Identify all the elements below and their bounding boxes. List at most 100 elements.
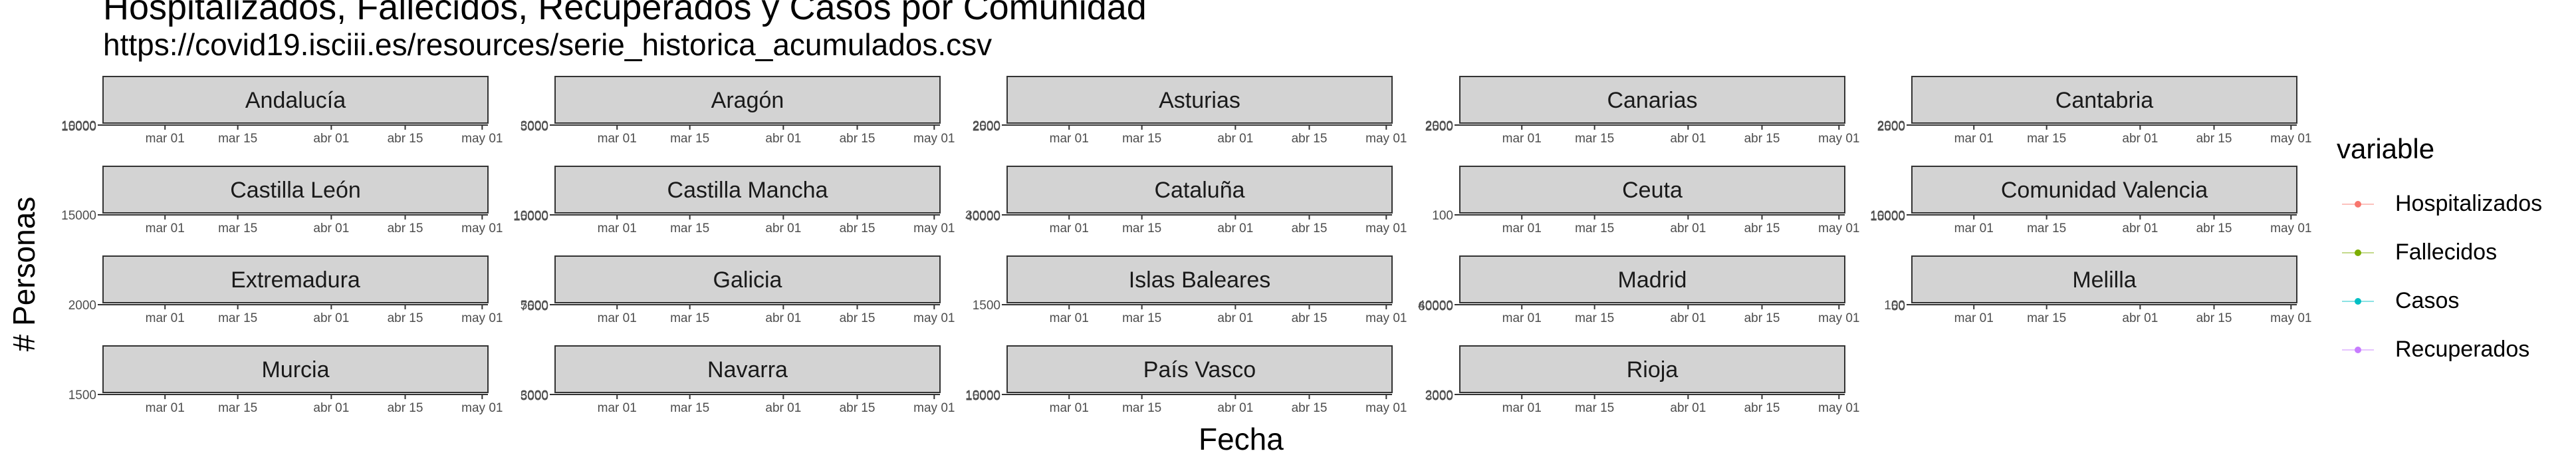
chart-title: Hospitalizados, Fallecidos, Recuperados … [103,0,1147,27]
y-tick-label: 2000 [1877,119,1905,133]
y-tick-label: 100 [1432,209,1453,223]
y-tick-label: 40000 [965,210,1000,224]
y-tick-label: 10000 [513,209,548,223]
y-tick-label: 100 [1884,299,1905,313]
x-tick-label: abr 15 [1292,132,1328,146]
y-tick-label: 3000 [521,119,548,133]
y-tick-label: 7500 [521,300,548,314]
x-tick-label: may 01 [913,132,955,146]
legend-item: Casos [2337,277,2542,325]
y-tick-label: 5000 [521,120,548,134]
x-tick-label: mar 01 [1502,132,1542,146]
x-tick-label: abr 01 [1217,401,1253,415]
facet-panel: Canarias mar 01 mar 15 abr 01 abr 15 may 01 20… [1425,76,1859,146]
facet-label: Murcia [261,357,329,383]
x-tick-label: may 01 [1365,311,1407,325]
chart-subtitle: https://covid19.isciii.es/resources/seri… [103,27,993,62]
facet-label: País Vasco [1143,357,1256,383]
legend-item: Hospitalizados [2337,180,2542,228]
y-tick-label: 15000 [1870,210,1905,224]
facet-strip [1459,166,1845,214]
y-tick-label: 3000 [521,388,548,402]
facet-strip [1911,255,2297,303]
y-tick-label: 40000 [1418,299,1453,313]
facet-label: Madrid [1618,267,1687,293]
y-axis-label: # Personas [7,196,41,352]
x-tick-label: mar 01 [146,401,185,415]
x-tick-label: mar 01 [598,401,637,415]
facet-strip [1006,166,1393,214]
legend-key [2337,239,2379,266]
facet-label: Melilla [2072,267,2136,293]
x-tick-label: mar 15 [1122,222,1161,235]
facet-label: Andalucía [245,88,346,113]
facet-panel: Ceuta mar 01 mar 15 abr 01 abr 15 may 01 100 [1432,166,1859,235]
legend-key-point [2355,297,2361,305]
y-tick-label: 5000 [521,390,548,404]
x-tick-label: mar 15 [218,311,257,325]
x-tick-label: may 01 [1818,222,1859,235]
y-tick-label: 2500 [1425,120,1453,134]
x-tick-label: abr 01 [1217,311,1253,325]
x-tick-label: abr 01 [765,222,801,235]
legend-key-point [2355,200,2361,208]
facet-panel: Extremadura mar 01 mar 15 abr 01 abr 15 may 0… [68,255,503,325]
x-tick-label: abr 15 [2196,311,2232,325]
x-tick-label: abr 15 [1744,311,1780,325]
x-tick-label: abr 15 [388,311,423,325]
x-tick-label: mar 01 [1050,132,1089,146]
x-tick-label: may 01 [461,401,503,415]
y-tick-label: 60000 [1418,300,1453,314]
y-tick-label: 15000 [513,210,548,224]
y-tick-label: 10000 [61,119,96,133]
x-tick-label: mar 15 [2027,132,2066,146]
facet-strip [102,76,489,124]
x-tick-label: mar 15 [1122,311,1161,325]
x-tick-label: mar 15 [218,401,257,415]
x-tick-label: abr 15 [2196,132,2232,146]
legend-label: Hospitalizados [2395,191,2543,216]
x-tick-label: abr 01 [1217,222,1253,235]
x-tick-label: mar 01 [1050,311,1089,325]
x-tick-label: may 01 [2270,311,2311,325]
facet-strip [1459,76,1845,124]
facet-panel: Castilla Mancha mar 01 mar 15 abr 01 abr 15 m… [513,166,955,235]
x-tick-label: mar 15 [1122,132,1161,146]
x-tick-label: abr 01 [313,401,349,415]
x-tick-label: mar 15 [670,311,709,325]
legend-items: Hospitalizados Fallecidos Casos Recuperados [2337,180,2542,374]
y-tick-label: 1500 [973,299,1000,313]
facet-strip [102,166,489,214]
facet-strip [1911,166,2297,214]
legend-title: variable [2337,133,2435,164]
y-tick-label: 2000 [1425,119,1453,133]
x-tick-label: abr 01 [1217,132,1253,146]
x-tick-label: may 01 [1365,222,1407,235]
x-tick-label: mar 01 [1954,222,1994,235]
x-tick-label: may 01 [913,311,955,325]
x-tick-label: abr 15 [1292,311,1328,325]
facet-label: Canarias [1607,88,1697,113]
x-tick-label: mar 15 [670,401,709,415]
x-tick-label: abr 01 [2122,311,2158,325]
x-tick-label: may 01 [461,132,503,146]
y-tick-label: 10000 [1870,209,1905,223]
facet-label: Ceuta [1622,178,1683,203]
facet-panel: Rioja mar 01 mar 15 abr 01 abr 15 may 01 20003… [1425,345,1859,415]
facet-panel: Madrid mar 01 mar 15 abr 01 abr 15 may 01 4000… [1418,255,1859,325]
facet-panel: Cataluña mar 01 mar 15 abr 01 abr 15 may 01 30… [965,166,1407,235]
legend-key [2337,191,2379,218]
x-tick-label: abr 01 [1670,311,1706,325]
y-tick-label: 15000 [61,120,96,134]
facet-label: Castilla León [230,178,361,203]
x-axis-label: Fecha [1199,422,1284,456]
facet-label: Navarra [707,357,788,383]
x-tick-label: mar 01 [598,222,637,235]
y-tick-label: 2500 [973,120,1000,134]
facet-label: Asturias [1159,88,1240,113]
x-tick-label: mar 15 [218,222,257,235]
y-tick-label: 2500 [1877,120,1905,134]
x-tick-label: abr 01 [1670,132,1706,146]
facet-strip [1006,345,1393,393]
x-tick-label: mar 15 [218,132,257,146]
